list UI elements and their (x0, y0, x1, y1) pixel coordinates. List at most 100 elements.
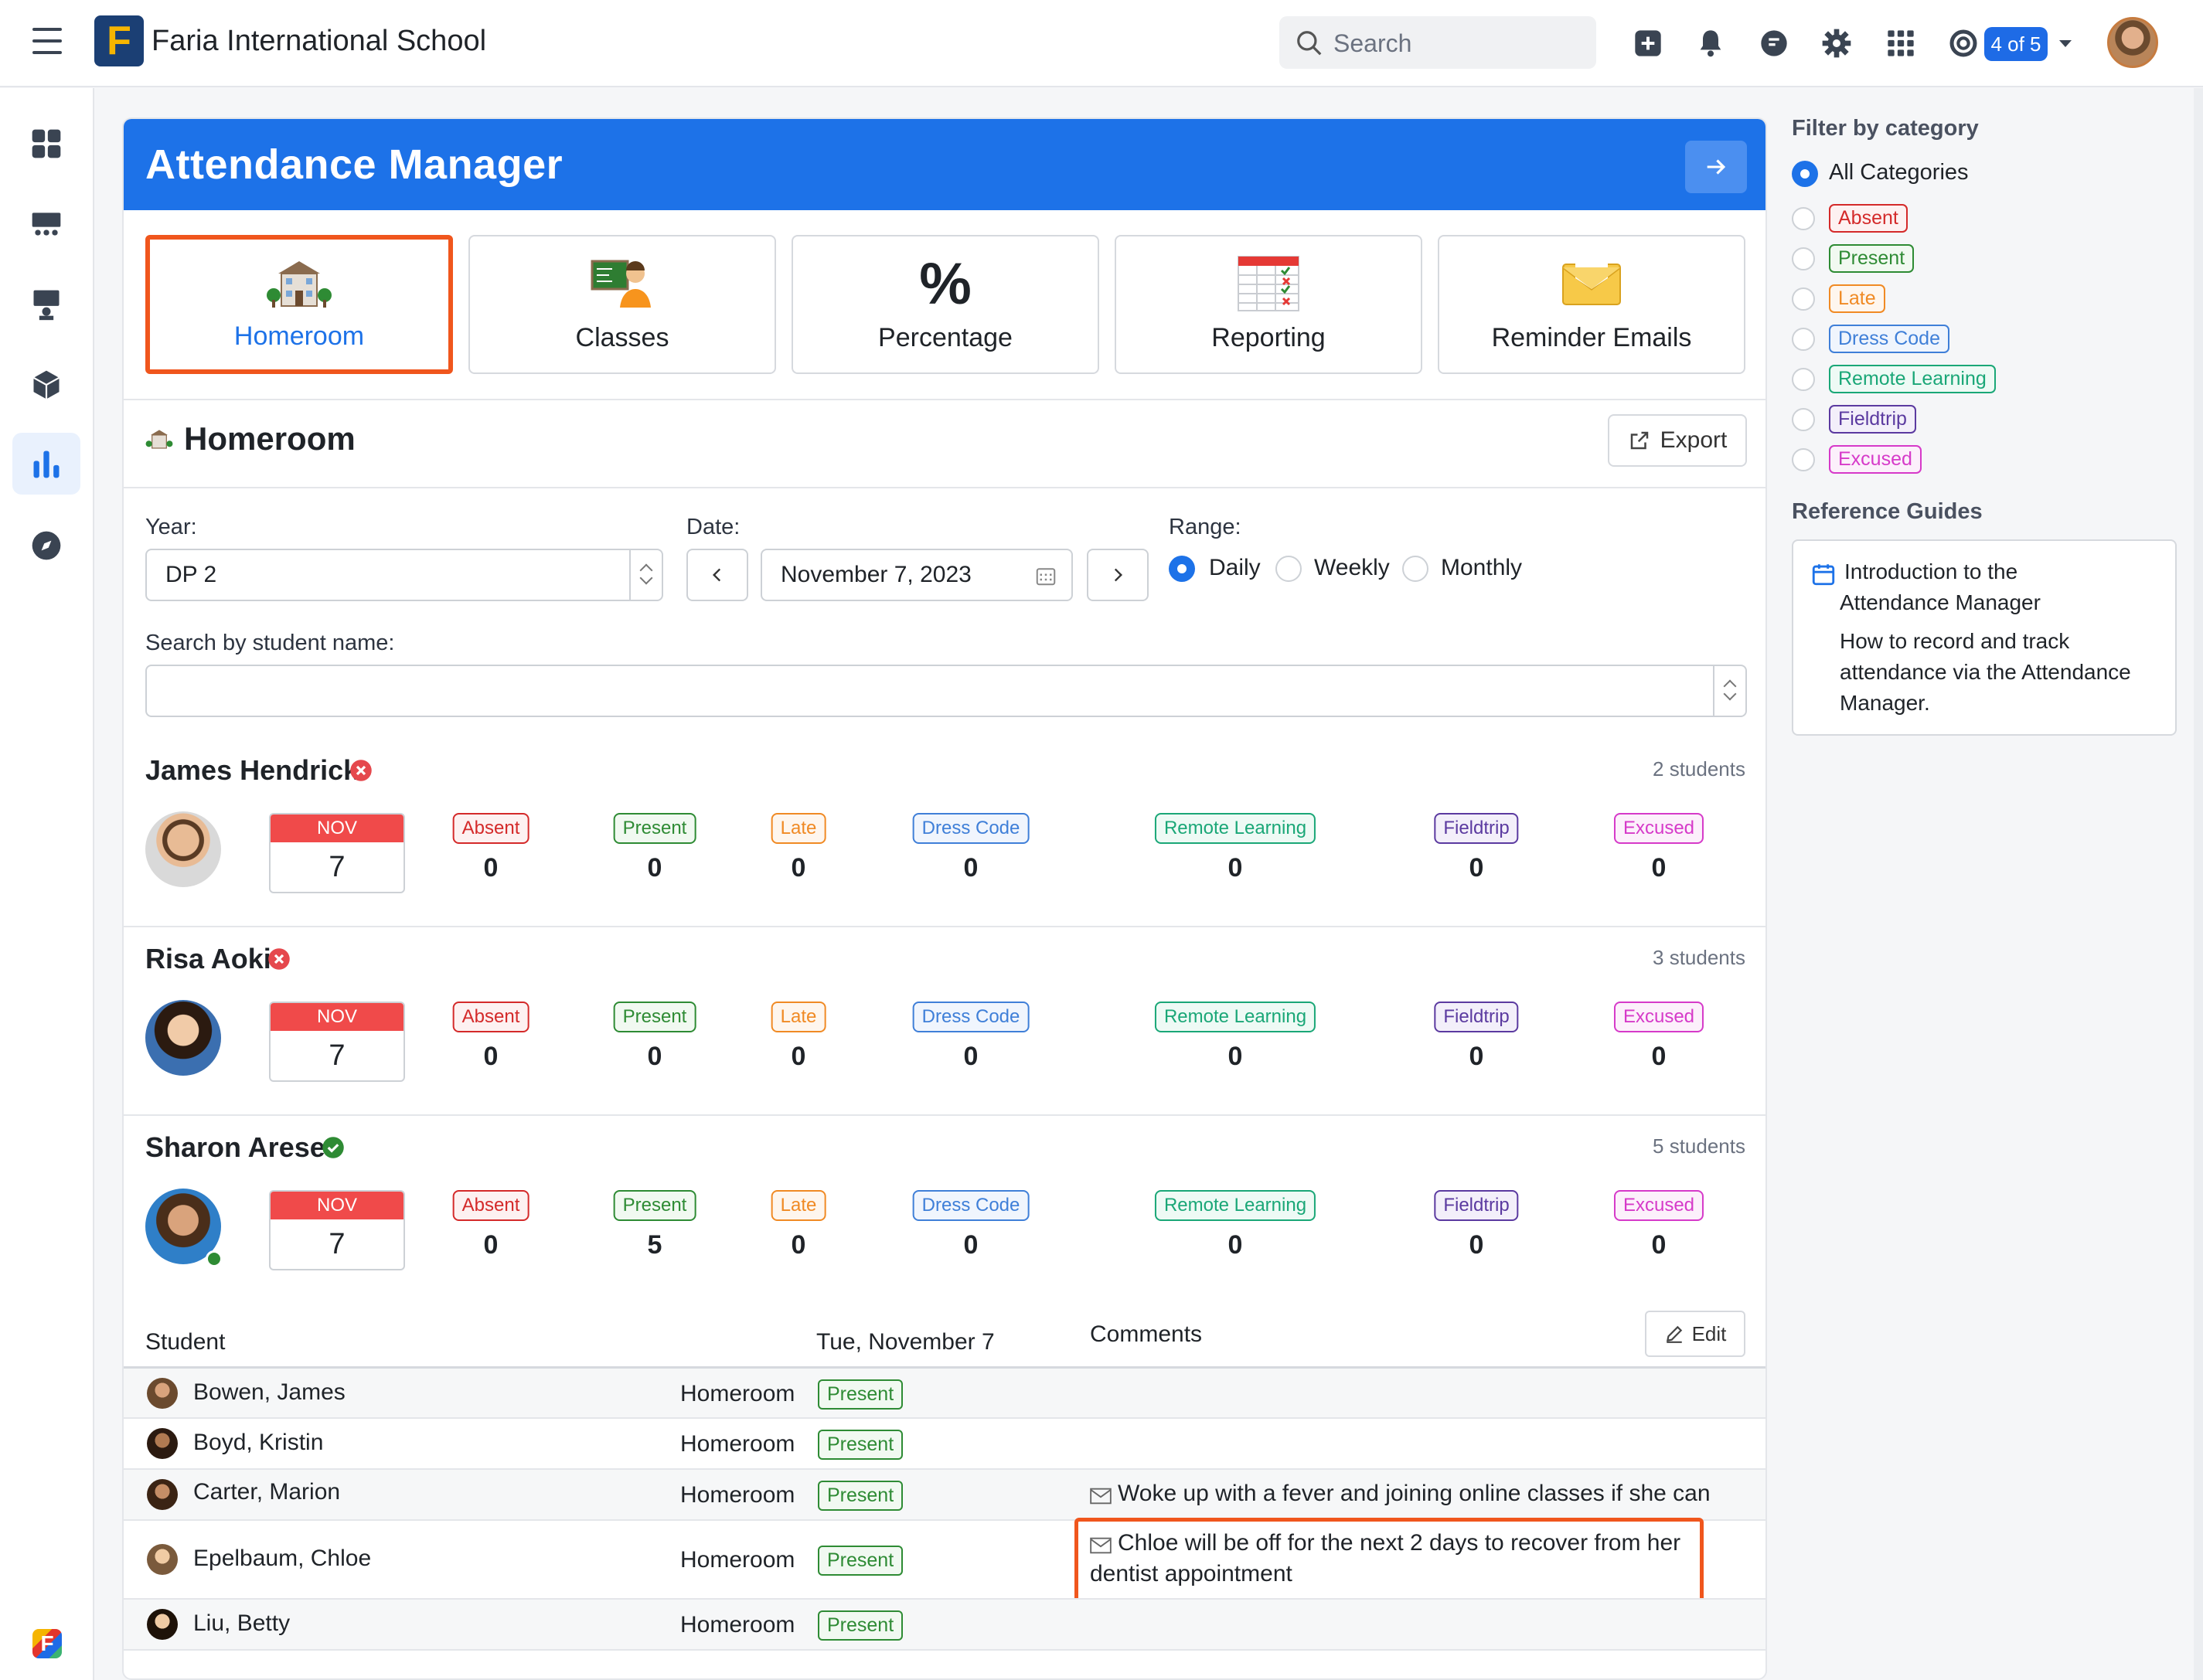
student-group: Homeroom (680, 1431, 795, 1457)
date-day: 7 (329, 851, 346, 883)
column-header-date: Tue, November 7 (816, 1329, 995, 1355)
excused-filter-tag[interactable]: Excused (1829, 445, 1922, 474)
table-row[interactable]: Liu, Betty Homeroom Present (124, 1598, 1765, 1649)
tab-reminder-emails[interactable]: Reminder Emails (1438, 235, 1745, 374)
late-filter-tag[interactable]: Late (1829, 284, 1885, 313)
year-select[interactable]: DP 2 (145, 549, 663, 601)
date-input[interactable]: November 7, 2023 (761, 549, 1073, 601)
present-filter-radio[interactable] (1792, 247, 1815, 270)
bar-chart-icon[interactable] (12, 433, 80, 495)
remote-learning-filter-radio[interactable] (1792, 368, 1815, 391)
faria-app-icon[interactable]: F (32, 1629, 62, 1658)
chat-icon[interactable] (1759, 28, 1789, 59)
all-categories-label[interactable]: All Categories (1829, 160, 1969, 185)
guide-title-line2[interactable]: Attendance Manager (1840, 590, 2041, 614)
student-name[interactable]: Bowen, James (193, 1379, 346, 1405)
menu-icon[interactable] (32, 28, 62, 56)
faria-logo[interactable]: F (94, 15, 144, 66)
gear-icon[interactable] (1821, 28, 1852, 59)
teacher-name[interactable]: Risa Aoki (145, 943, 271, 974)
teacher-name[interactable]: James Hendrick (145, 754, 359, 786)
bell-icon[interactable] (1695, 28, 1726, 59)
remote-learning-tag: Remote Learning (1154, 1002, 1316, 1032)
range-weekly-radio[interactable] (1275, 556, 1302, 582)
spreadsheet-icon (1238, 256, 1299, 311)
table-row[interactable]: Carter, Marion Homeroom Present Woke up … (124, 1468, 1765, 1519)
table-row[interactable]: Boyd, Kristin Homeroom Present (124, 1417, 1765, 1468)
envelope-icon (1090, 1537, 1112, 1554)
student-name[interactable]: Boyd, Kristin (193, 1430, 324, 1455)
fieldtrip-filter-tag[interactable]: Fieldtrip (1829, 405, 1916, 434)
table-row[interactable]: Bowen, James Homeroom Present (124, 1366, 1765, 1417)
present-count: 0 (647, 1042, 662, 1071)
fieldtrip-filter-radio[interactable] (1792, 408, 1815, 431)
user-avatar[interactable] (2107, 17, 2158, 68)
absent-filter-radio[interactable] (1792, 207, 1815, 230)
late-filter-radio[interactable] (1792, 287, 1815, 311)
chevron-down-icon[interactable] (2059, 40, 2072, 47)
pager-badge[interactable]: 4 of 5 (1984, 27, 2048, 61)
attendance-status-tag[interactable]: Present (818, 1546, 904, 1576)
range-monthly-label[interactable]: Monthly (1441, 555, 1523, 580)
attendance-status-tag[interactable]: Present (818, 1430, 904, 1460)
present-tag: Present (613, 1190, 696, 1221)
date-badge: NOV 7 (269, 1190, 405, 1270)
guide-title-line1[interactable]: Introduction to the (1844, 559, 2018, 583)
all-categories-radio[interactable] (1792, 161, 1818, 187)
search-input[interactable]: Search (1279, 16, 1596, 69)
tab-homeroom[interactable]: Homeroom (145, 235, 453, 374)
dashboard-icon[interactable] (25, 122, 68, 165)
compass-icon[interactable] (25, 524, 68, 567)
edit-button[interactable]: Edit (1645, 1311, 1745, 1357)
range-daily-radio[interactable] (1169, 556, 1195, 582)
remote-learning-tag: Remote Learning (1154, 813, 1316, 844)
previous-date-button[interactable] (686, 549, 748, 601)
plus-square-icon[interactable] (1633, 28, 1663, 59)
fieldtrip-count: 0 (1469, 1042, 1484, 1071)
teacher-icon[interactable] (25, 283, 68, 326)
table-row[interactable]: Epelbaum, Chloe Homeroom Present Chloe w… (124, 1518, 1765, 1604)
cube-icon[interactable] (25, 363, 68, 406)
student-search-input[interactable] (145, 665, 1747, 717)
guide-desc-line1: How to record and track (1840, 629, 2070, 653)
student-comment-line1: Chloe will be off for the next 2 days to… (1118, 1530, 1681, 1556)
student-comment: Woke up with a fever and joining online … (1118, 1481, 1711, 1506)
school-name: Faria International School (152, 25, 487, 57)
tab-percentage[interactable]: % Percentage (792, 235, 1099, 374)
reference-guide-card[interactable]: Introduction to the Attendance Manager H… (1792, 539, 2177, 736)
dress-code-filter-radio[interactable] (1792, 328, 1815, 351)
classroom-icon[interactable] (25, 202, 68, 246)
divider (124, 487, 1765, 488)
student-name[interactable]: Epelbaum, Chloe (193, 1546, 372, 1571)
absent-filter-tag[interactable]: Absent (1829, 204, 1908, 233)
range-daily-label[interactable]: Daily (1209, 555, 1261, 580)
tab-reporting[interactable]: Reporting (1115, 235, 1422, 374)
present-count: 5 (647, 1230, 662, 1260)
excused-tag: Excused (1613, 1190, 1704, 1221)
remote-learning-filter-tag[interactable]: Remote Learning (1829, 365, 1996, 393)
present-filter-tag[interactable]: Present (1829, 244, 1915, 273)
attendance-status-tag[interactable]: Present (818, 1610, 904, 1641)
export-button[interactable]: Export (1608, 414, 1747, 467)
collapse-button[interactable] (1685, 141, 1747, 193)
lifebuoy-icon[interactable] (1948, 28, 1979, 59)
student-count: 3 students (1653, 946, 1745, 969)
student-name[interactable]: Liu, Betty (193, 1610, 291, 1636)
range-weekly-label[interactable]: Weekly (1314, 555, 1390, 580)
scrollbar[interactable] (2194, 88, 2203, 1680)
excused-tag: Excused (1613, 1002, 1704, 1032)
next-date-button[interactable] (1087, 549, 1149, 601)
range-monthly-radio[interactable] (1402, 556, 1428, 582)
attendance-status-tag[interactable]: Present (818, 1379, 904, 1410)
calendar-icon (1812, 564, 1835, 586)
late-tag: Late (771, 1002, 826, 1032)
attendance-status-tag[interactable]: Present (818, 1481, 904, 1511)
section-title: Homeroom (184, 420, 356, 457)
dress-code-filter-tag[interactable]: Dress Code (1829, 325, 1949, 353)
apps-grid-icon[interactable] (1885, 28, 1916, 59)
student-name[interactable]: Carter, Marion (193, 1479, 341, 1505)
tab-classes[interactable]: Classes (468, 235, 776, 374)
teacher-name[interactable]: Sharon Arese (145, 1131, 325, 1163)
calendar-icon[interactable] (1034, 564, 1057, 587)
excused-filter-radio[interactable] (1792, 448, 1815, 471)
